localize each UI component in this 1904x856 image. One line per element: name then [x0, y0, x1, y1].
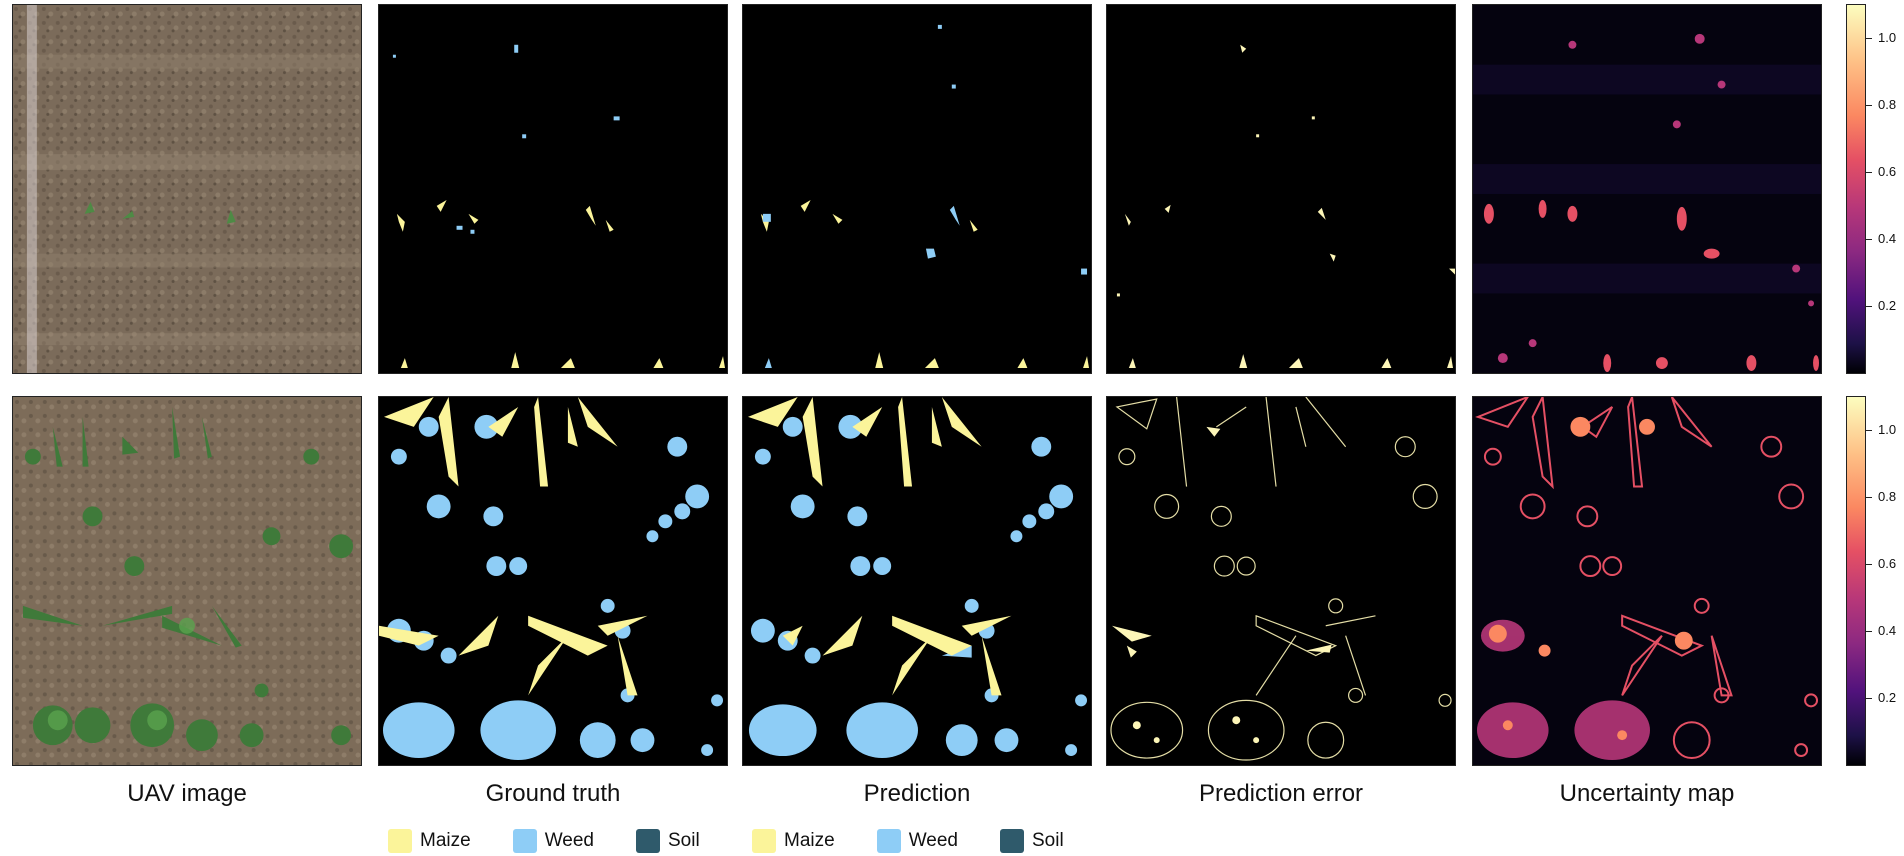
legend-item-maize: Maize	[388, 829, 471, 853]
maize-swatch	[752, 829, 776, 853]
column-label-prediction-error: Prediction error	[1198, 780, 1364, 807]
colorbar-tick: 1.0	[1865, 422, 1897, 437]
column-label-uncertainty-map: Uncertainty map	[1559, 780, 1735, 807]
colorbar-tick: 0.6	[1865, 556, 1897, 571]
column-label-uav: UAV image	[127, 780, 247, 807]
class-legend-prediction: Maize Weed Soil	[752, 828, 1106, 854]
uav-image-row2	[12, 396, 362, 766]
legend-label: Soil	[1031, 830, 1064, 851]
legend-label: Soil	[667, 830, 700, 851]
legend-label: Weed	[544, 830, 594, 851]
prediction-error-row1	[1106, 4, 1456, 374]
legend-item-weed: Weed	[876, 829, 958, 853]
prediction-row1	[742, 4, 1092, 374]
colorbar-tick: 0.4	[1865, 623, 1897, 638]
colorbar-tick: 0.2	[1865, 690, 1897, 705]
uav-image-row1	[12, 4, 362, 374]
legend-item-maize: Maize	[752, 829, 835, 853]
ground-truth-row2	[378, 396, 728, 766]
class-legend-ground-truth: Maize Weed Soil	[388, 828, 742, 854]
prediction-row2	[742, 396, 1092, 766]
uncertainty-colorbar-row2	[1846, 396, 1866, 766]
maize-swatch	[388, 829, 412, 853]
ground-truth-row1	[378, 4, 728, 374]
colorbar-tick: 1.0	[1865, 30, 1897, 45]
legend-item-soil: Soil	[635, 829, 700, 853]
legend-label: Maize	[420, 830, 471, 851]
legend-label: Maize	[784, 830, 835, 851]
legend-item-weed: Weed	[512, 829, 594, 853]
uncertainty-map-row1	[1472, 4, 1822, 374]
colorbar-tick: 0.4	[1865, 231, 1897, 246]
soil-swatch	[999, 829, 1024, 853]
uncertainty-map-row2	[1472, 396, 1822, 766]
soil-swatch	[635, 829, 660, 853]
legend-item-soil: Soil	[999, 829, 1064, 853]
uncertainty-colorbar-row1	[1846, 4, 1866, 374]
weed-swatch	[876, 829, 901, 853]
column-label-ground-truth: Ground truth	[485, 780, 621, 807]
colorbar-tick: 0.8	[1865, 97, 1897, 112]
colorbar-tick: 0.6	[1865, 164, 1897, 179]
prediction-error-row2	[1106, 396, 1456, 766]
weed-swatch	[512, 829, 537, 853]
colorbar-tick: 0.2	[1865, 298, 1897, 313]
legend-label: Weed	[908, 830, 958, 851]
column-label-prediction: Prediction	[863, 780, 971, 807]
colorbar-tick: 0.8	[1865, 489, 1897, 504]
